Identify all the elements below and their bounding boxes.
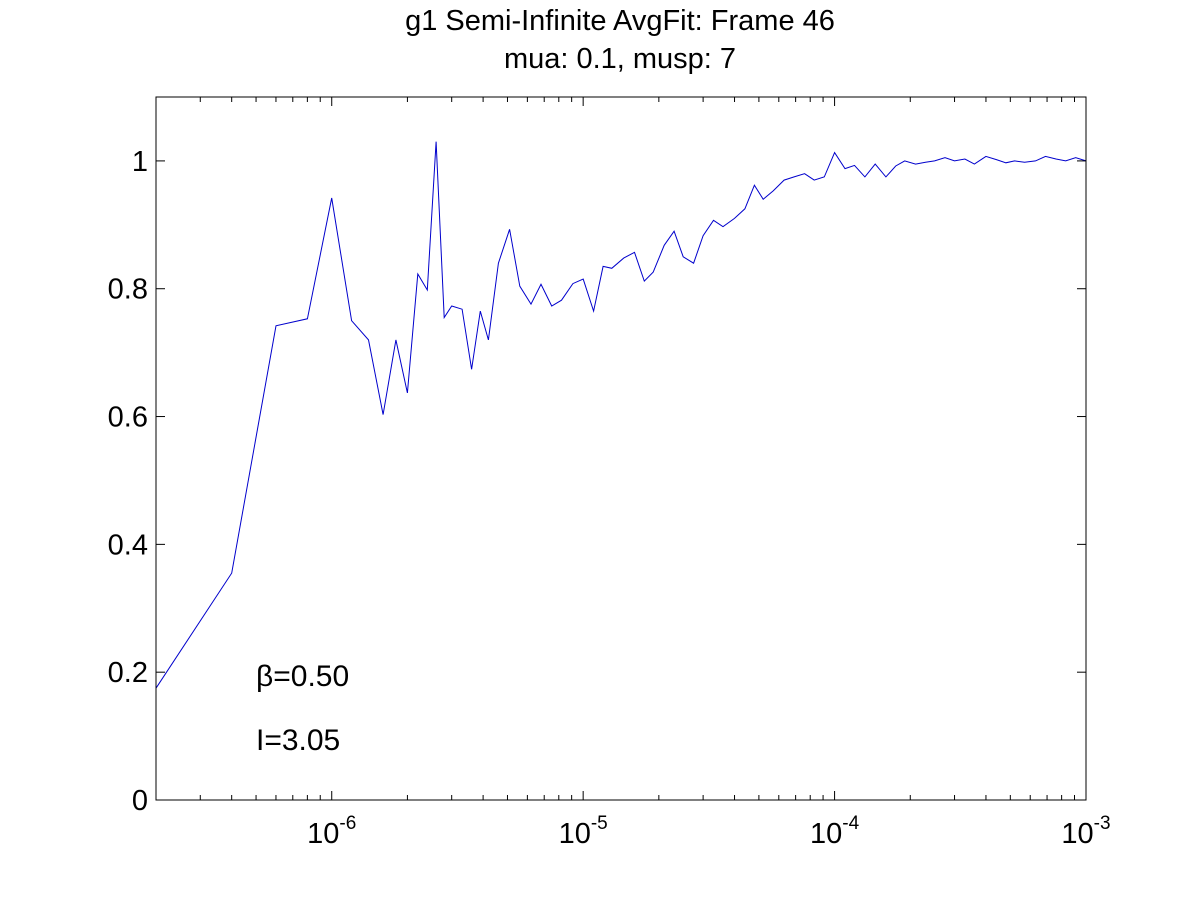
- x-tick-exponent: -5: [591, 813, 608, 834]
- y-tick-label: 0.4: [108, 529, 148, 561]
- x-tick-base: 10: [1061, 818, 1093, 850]
- x-tick-base: 10: [559, 818, 591, 850]
- x-tick-label: 10-6: [307, 813, 356, 850]
- x-tick-label: 10-4: [810, 813, 860, 850]
- x-tick-labels: 10-6 10-5 10-4 10-3: [307, 813, 1110, 850]
- beta-annotation: β=0.50: [256, 660, 349, 693]
- x-tick-exponent: -3: [1094, 813, 1111, 834]
- chart-title: g1 Semi-Infinite AvgFit: Frame 46: [405, 5, 835, 37]
- series-line-0: [155, 141, 1087, 689]
- y-tick-label: 0.2: [108, 657, 148, 689]
- y-tick-label: 0.6: [108, 402, 148, 434]
- data-layer: [155, 141, 1087, 689]
- x-tick-base: 10: [810, 818, 842, 850]
- x-tick-exponent: -6: [339, 813, 356, 834]
- beta-symbol: β: [256, 660, 273, 693]
- x-tick-label: 10-5: [559, 813, 608, 850]
- y-tick-label: 0: [132, 785, 148, 817]
- x-tick-exponent: -4: [842, 813, 859, 834]
- i-annotation: I=3.05: [256, 724, 340, 757]
- y-tick-label: 1: [132, 146, 148, 178]
- beta-value: =0.50: [273, 660, 349, 693]
- y-tick-labels: 0 0.2 0.4 0.6 0.8 1: [108, 146, 148, 817]
- axes-box: [155, 96, 1087, 801]
- chart-subtitle: mua: 0.1, musp: 7: [504, 43, 736, 75]
- y-tick-label: 0.8: [108, 274, 148, 306]
- plot-area: [156, 97, 1086, 800]
- x-tick-base: 10: [307, 818, 339, 850]
- x-tick-label: 10-3: [1061, 813, 1110, 850]
